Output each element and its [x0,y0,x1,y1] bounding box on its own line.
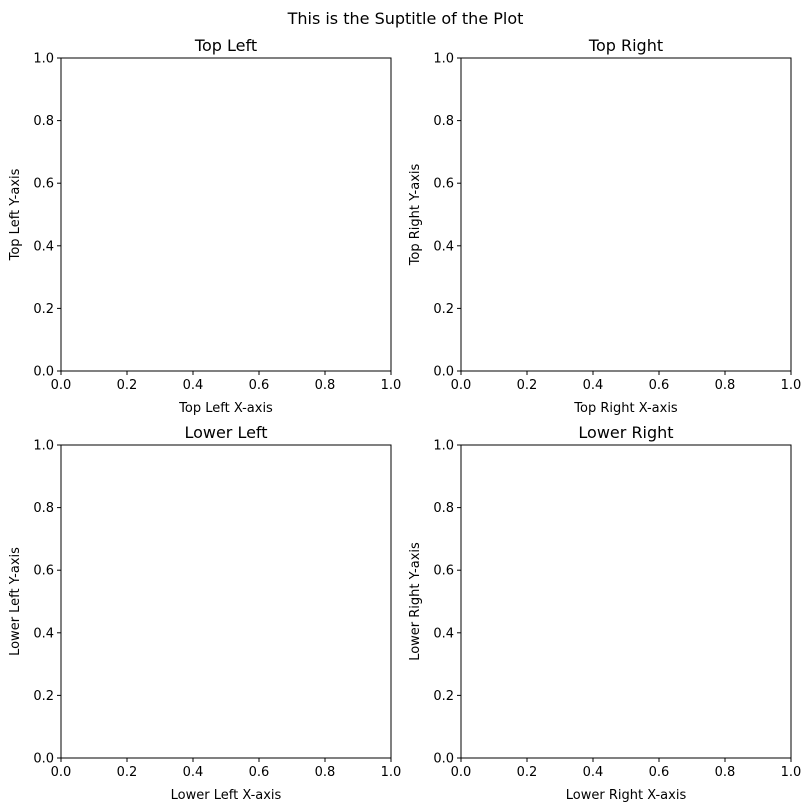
top-right-xtick-label: 0.4 [583,378,604,393]
lower-right-plot-frame [460,444,792,759]
lower-left-ytick-label: 0.8 [33,501,54,516]
lower-right-y-axis-label: Lower Right Y-axis [408,542,423,661]
top-right-xtick-label: 0.8 [715,378,736,393]
lower-left-xtick-label: 0.0 [51,765,72,780]
top-left-xtick-label: 0.2 [117,378,138,393]
top-left-ytick-label: 0.2 [33,302,54,317]
lower-right-xtick-label: 1.0 [781,765,802,780]
lower-right-ytick-label: 0.6 [433,564,454,579]
top-left-xtick-label: 1.0 [381,378,402,393]
top-right-x-axis-label: Top Right X-axis [573,401,678,416]
top-right-ytick-label: 0.4 [433,239,454,254]
top-left-xtick-label: 0.4 [183,378,204,393]
lower-left-ytick-label: 0.6 [33,564,54,579]
lower-right-ytick-label: 0.4 [433,626,454,641]
lower-right-title: Lower Right [578,423,673,442]
lower-left-ytick-label: 0.2 [33,689,54,704]
lower-right-axes: 0.0 0.2 0.4 0.6 0.8 1.0 0.0 0.2 0.4 0.6 0.8 1.0 Lowe… [408,423,801,803]
top-right-xtick-label: 1.0 [781,378,802,393]
lower-left-xtick-label: 1.0 [381,765,402,780]
top-right-ytick-label: 0.0 [433,365,454,380]
top-right-ytick-label: 0.6 [433,177,454,192]
lower-right-xtick-label: 0.6 [649,765,670,780]
top-right-title: Top Right [588,36,663,55]
lower-left-xtick-label: 0.8 [315,765,336,780]
top-right-xtick-label: 0.2 [517,378,538,393]
figure-suptitle: This is the Suptitle of the Plot [287,9,524,28]
lower-left-title: Lower Left [184,423,267,442]
top-left-ytick-label: 1.0 [33,52,54,67]
top-right-plot-frame [460,57,792,372]
lower-left-xtick-label: 0.4 [183,765,204,780]
lower-right-ytick-label: 0.8 [433,501,454,516]
top-left-ytick-label: 0.8 [33,114,54,129]
lower-right-x-axis-label: Lower Right X-axis [566,788,687,803]
top-left-plot-frame [60,57,392,372]
top-left-axes: 0.0 0.2 0.4 0.6 0.8 1.0 0.0 0.2 0.4 0.6 0.8 1.0 Top … [8,36,401,416]
top-right-axes: 0.0 0.2 0.4 0.6 0.8 1.0 0.0 0.2 0.4 0.6 0.8 1.0 Top … [408,36,801,416]
lower-right-ytick-label: 0.0 [433,752,454,767]
lower-left-ytick-label: 0.0 [33,752,54,767]
lower-left-axes: 0.0 0.2 0.4 0.6 0.8 1.0 0.0 0.2 0.4 0.6 0.8 1.0 Lowe… [8,423,401,803]
top-right-xtick-label: 0.0 [451,378,472,393]
top-right-ytick-label: 1.0 [433,52,454,67]
top-left-ytick-label: 0.4 [33,239,54,254]
top-left-title: Top Left [194,36,257,55]
lower-left-xtick-label: 0.6 [249,765,270,780]
top-left-ytick-label: 0.0 [33,365,54,380]
top-left-xtick-label: 0.0 [51,378,72,393]
top-right-ytick-label: 0.2 [433,302,454,317]
top-left-y-axis-label: Top Left Y-axis [8,168,23,261]
top-left-xtick-label: 0.6 [249,378,270,393]
lower-left-y-axis-label: Lower Left Y-axis [8,547,23,656]
lower-left-ytick-label: 1.0 [33,439,54,454]
top-right-y-axis-label: Top Right Y-axis [408,163,423,266]
top-left-xtick-label: 0.8 [315,378,336,393]
top-right-ytick-label: 0.8 [433,114,454,129]
lower-right-xtick-label: 0.8 [715,765,736,780]
axes-grid: 0.0 0.2 0.4 0.6 0.8 1.0 0.0 0.2 0.4 0.6 0.8 1.0 Top … [8,36,801,803]
lower-left-xtick-label: 0.2 [117,765,138,780]
top-left-x-axis-label: Top Left X-axis [178,401,273,416]
lower-right-xtick-label: 0.0 [451,765,472,780]
top-right-xtick-label: 0.6 [649,378,670,393]
lower-right-xtick-label: 0.2 [517,765,538,780]
lower-left-plot-frame [60,444,392,759]
lower-right-ytick-label: 0.2 [433,689,454,704]
lower-left-ytick-label: 0.4 [33,626,54,641]
lower-right-xtick-label: 0.4 [583,765,604,780]
lower-left-x-axis-label: Lower Left X-axis [171,788,282,803]
lower-right-ytick-label: 1.0 [433,439,454,454]
top-left-ytick-label: 0.6 [33,177,54,192]
